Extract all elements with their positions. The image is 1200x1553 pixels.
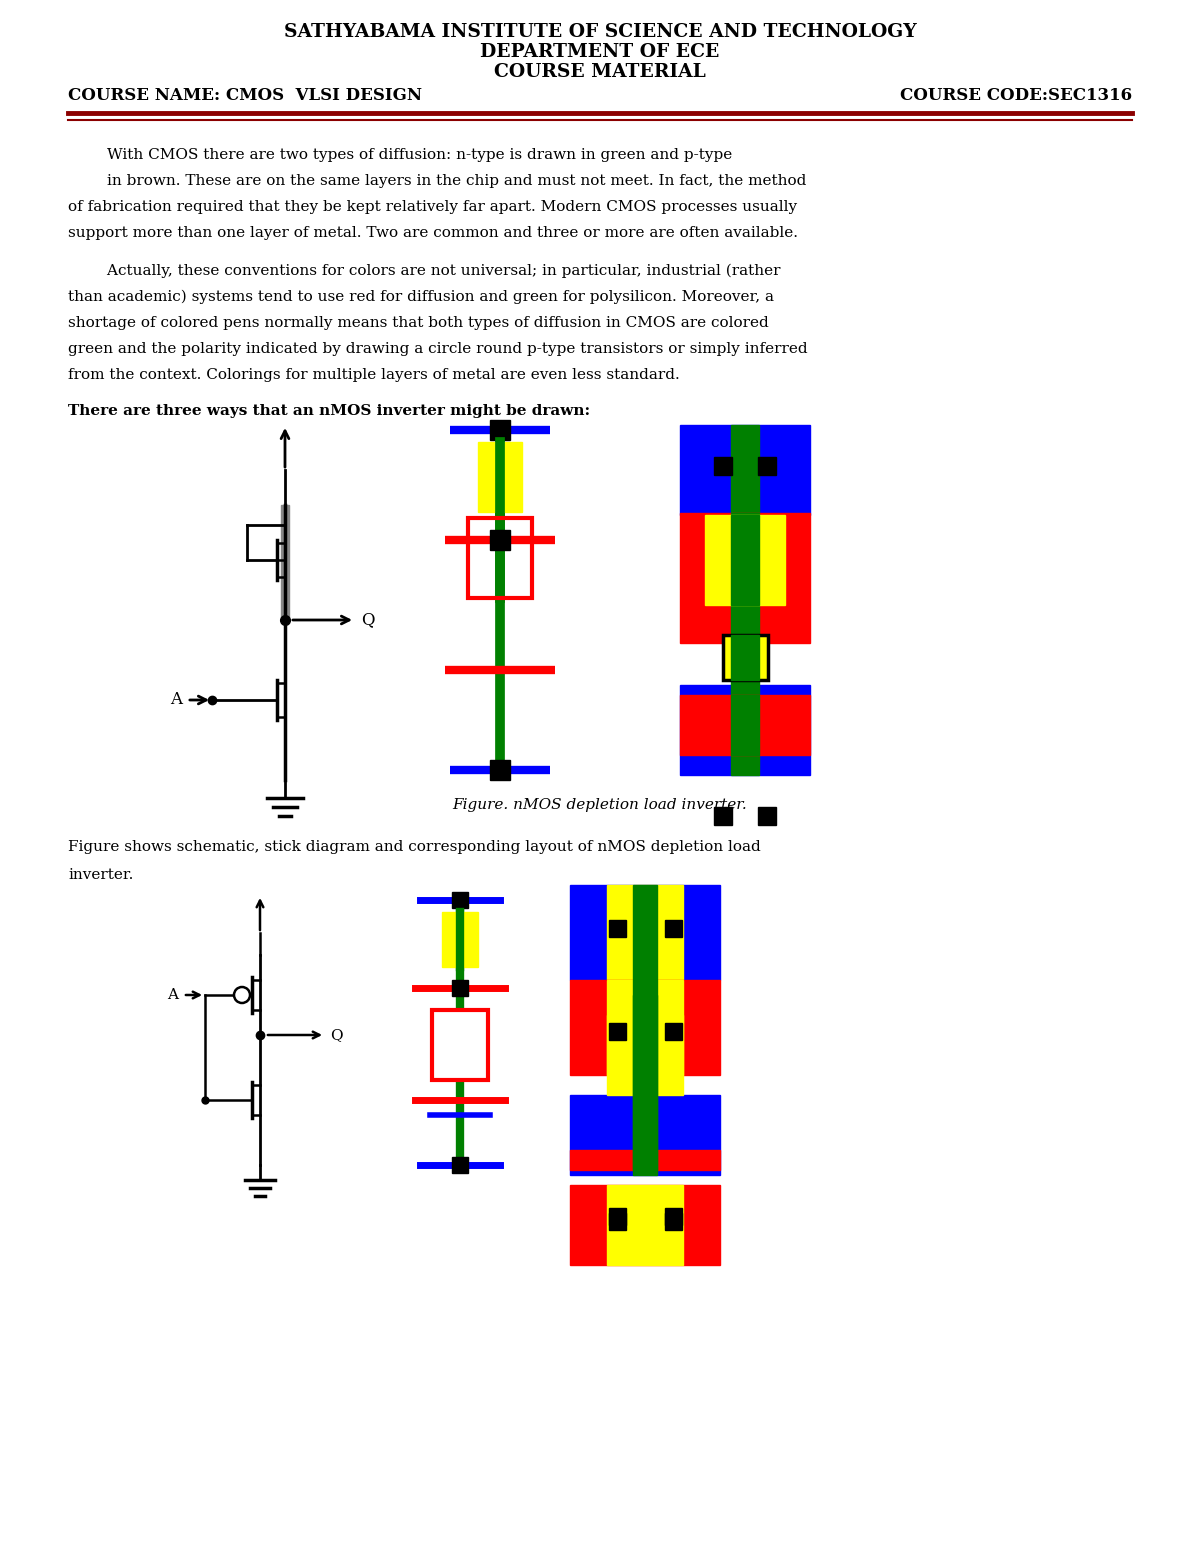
Bar bbox=[665, 1213, 682, 1230]
Bar bbox=[758, 808, 776, 825]
Text: of fabrication required that they be kept relatively far apart. Modern CMOS proc: of fabrication required that they be kep… bbox=[68, 200, 797, 214]
Bar bbox=[706, 516, 785, 606]
Bar bbox=[490, 759, 510, 780]
Bar bbox=[607, 885, 683, 980]
Bar bbox=[570, 1185, 720, 1266]
Bar bbox=[725, 637, 766, 679]
Bar bbox=[731, 696, 760, 755]
Text: support more than one layer of metal. Two are common and three or more are often: support more than one layer of metal. Tw… bbox=[68, 227, 798, 241]
Bar bbox=[680, 685, 810, 775]
Text: Actually, these conventions for colors are not universal; in particular, industr: Actually, these conventions for colors a… bbox=[68, 264, 780, 278]
Bar bbox=[731, 426, 760, 775]
Bar bbox=[634, 995, 658, 1169]
Bar bbox=[610, 1208, 626, 1225]
Text: Figure. nMOS depletion load inverter.: Figure. nMOS depletion load inverter. bbox=[452, 798, 748, 812]
Bar bbox=[634, 885, 658, 1176]
Bar bbox=[665, 919, 682, 936]
Text: COURSE MATERIAL: COURSE MATERIAL bbox=[494, 64, 706, 81]
Bar bbox=[722, 635, 768, 680]
Circle shape bbox=[234, 988, 250, 1003]
Bar bbox=[607, 1016, 683, 1095]
Bar bbox=[665, 1023, 682, 1041]
Text: DEPARTMENT OF ECE: DEPARTMENT OF ECE bbox=[480, 43, 720, 61]
Bar bbox=[452, 1157, 468, 1173]
Text: shortage of colored pens normally means that both types of diffusion in CMOS are: shortage of colored pens normally means … bbox=[68, 315, 769, 329]
Bar bbox=[570, 1151, 720, 1169]
Text: Figure shows schematic, stick diagram and corresponding layout of nMOS depletion: Figure shows schematic, stick diagram an… bbox=[68, 840, 761, 854]
Bar bbox=[714, 457, 732, 475]
Bar bbox=[610, 1213, 626, 1230]
Bar bbox=[570, 980, 720, 1075]
Bar bbox=[680, 512, 810, 643]
Bar bbox=[607, 980, 683, 1075]
Bar bbox=[680, 696, 810, 755]
Text: A: A bbox=[170, 691, 182, 708]
Bar bbox=[714, 808, 732, 825]
Bar bbox=[731, 512, 760, 643]
Text: than academic) systems tend to use red for diffusion and green for polysilicon. : than academic) systems tend to use red f… bbox=[68, 290, 774, 304]
Bar bbox=[432, 1009, 488, 1079]
Bar bbox=[570, 885, 720, 980]
Text: green and the polarity indicated by drawing a circle round p-type transistors or: green and the polarity indicated by draw… bbox=[68, 342, 808, 356]
Text: Q: Q bbox=[330, 1028, 343, 1042]
Text: from the context. Colorings for multiple layers of metal are even less standard.: from the context. Colorings for multiple… bbox=[68, 368, 679, 382]
Bar bbox=[607, 1185, 683, 1266]
Bar bbox=[731, 516, 760, 606]
Bar bbox=[490, 530, 510, 550]
Bar bbox=[758, 457, 776, 475]
Bar bbox=[442, 912, 478, 968]
Text: inverter.: inverter. bbox=[68, 868, 133, 882]
Text: in brown. These are on the same layers in the chip and must not meet. In fact, t: in brown. These are on the same layers i… bbox=[68, 174, 806, 188]
Bar bbox=[570, 1095, 720, 1176]
Bar bbox=[452, 980, 468, 995]
Bar bbox=[680, 426, 810, 516]
Text: Q: Q bbox=[361, 612, 374, 629]
Bar bbox=[610, 1023, 626, 1041]
Bar bbox=[468, 519, 532, 598]
Bar bbox=[731, 635, 760, 680]
Bar bbox=[665, 1208, 682, 1225]
Bar bbox=[490, 419, 510, 439]
Bar bbox=[478, 443, 522, 512]
Bar bbox=[610, 919, 626, 936]
Bar bbox=[281, 505, 289, 620]
Bar bbox=[706, 516, 785, 606]
Text: COURSE CODE:SEC1316: COURSE CODE:SEC1316 bbox=[900, 87, 1132, 104]
Text: COURSE NAME: CMOS  VLSI DESIGN: COURSE NAME: CMOS VLSI DESIGN bbox=[68, 87, 422, 104]
Text: There are three ways that an nMOS inverter might be drawn:: There are three ways that an nMOS invert… bbox=[68, 404, 590, 418]
Text: SATHYABAMA INSTITUTE OF SCIENCE AND TECHNOLOGY: SATHYABAMA INSTITUTE OF SCIENCE AND TECH… bbox=[283, 23, 917, 40]
Bar bbox=[452, 891, 468, 909]
Text: With CMOS there are two types of diffusion: n-type is drawn in green and p-type: With CMOS there are two types of diffusi… bbox=[68, 148, 732, 162]
Text: A: A bbox=[167, 988, 178, 1002]
